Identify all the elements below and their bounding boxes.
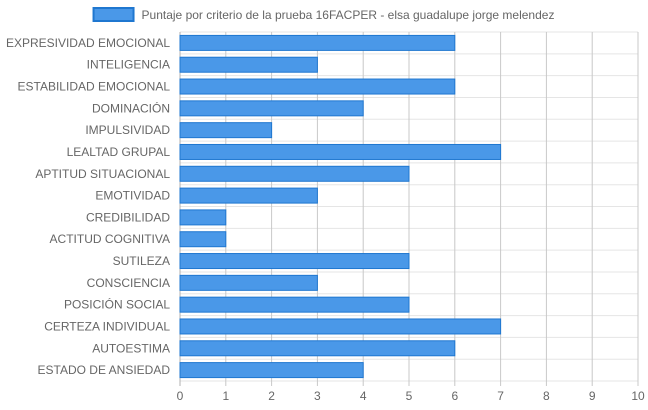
bar [179,209,227,226]
bar [179,165,410,182]
x-tick-label: 8 [543,389,550,403]
x-tick-label: 6 [451,389,458,403]
legend-swatch [92,7,135,22]
category-label: ACTITUD COGNITIVA [50,232,170,246]
bar [179,231,227,248]
bar [179,253,410,270]
bar [179,362,364,379]
category-label: CONSCIENCIA [87,276,170,290]
category-label: LEALTAD GRUPAL [67,145,171,159]
category-label: CREDIBILIDAD [86,210,170,224]
category-label: DOMINACIÓN [92,100,170,115]
category-label: EMOTIVIDAD [95,189,170,203]
bar [179,122,273,139]
bar [179,318,502,335]
category-label: EXPRESIVIDAD EMOCIONAL [6,36,170,50]
category-label: ESTABILIDAD EMOCIONAL [18,80,171,94]
bar [179,78,456,95]
category-label: IMPULSIVIDAD [85,123,170,137]
x-tick-label: 2 [268,389,275,403]
bar [179,56,318,73]
bar [179,296,410,313]
category-label: INTELIGENCIA [87,58,170,72]
category-label: POSICIÓN SOCIAL [64,297,170,312]
x-tick-label: 0 [177,389,184,403]
x-tick-label: 5 [406,389,413,403]
bar [179,143,502,160]
x-tick-label: 4 [360,389,367,403]
x-tick-label: 1 [222,389,229,403]
x-tick-label: 3 [314,389,321,403]
category-label: ESTADO DE ANSIEDAD [38,363,171,377]
x-tick-label: 7 [497,389,504,403]
bar [179,100,364,117]
bar [179,34,456,51]
category-label: APTITUD SITUACIONAL [35,167,170,181]
category-label: AUTOESTIMA [92,341,170,355]
bar [179,274,318,291]
bar [179,187,318,204]
category-label: SUTILEZA [113,254,170,268]
x-tick-label: 9 [589,389,596,403]
category-label: CERTEZA INDIVIDUAL [44,319,170,333]
bar [179,340,456,357]
x-tick-label: 10 [631,389,645,403]
legend-label: Puntaje por criterio de la prueba 16FACP… [142,8,555,22]
